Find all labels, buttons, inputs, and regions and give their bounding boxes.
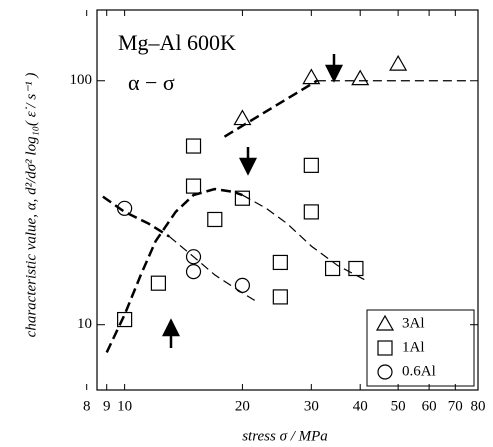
marker-square (272, 289, 288, 305)
marker-square (207, 211, 223, 228)
marker-circle (185, 264, 202, 280)
marker-square (117, 311, 133, 328)
x-tick-label: 9 (103, 398, 111, 414)
x-tick-label: 20 (235, 398, 250, 414)
fit-curve (102, 195, 170, 238)
x-tick-label: 30 (304, 398, 319, 414)
arrow-head (161, 318, 181, 337)
marker-square (185, 178, 202, 194)
marker-triangle (233, 109, 252, 126)
marker-square (303, 157, 319, 173)
marker-square (185, 138, 202, 154)
marker-circle (377, 364, 393, 380)
y-axis-label: characteristic value, α, d²/dσ² log₁₀( ε… (23, 73, 39, 338)
x-tick-label: 80 (471, 398, 486, 414)
marker-triangle (389, 54, 408, 71)
marker-triangle (351, 69, 370, 86)
marker-triangle (302, 68, 321, 85)
y-tick-label: 10 (77, 316, 92, 332)
chart-subtitle: α − σ (128, 70, 175, 95)
fit-curve (223, 79, 318, 138)
x-tick-label: 10 (117, 398, 132, 414)
plot-frame (96, 9, 479, 391)
marker-circle (185, 249, 202, 265)
marker-square (234, 190, 251, 206)
marker-triangle (375, 314, 395, 331)
marker-square (303, 204, 319, 220)
fit-curve (105, 187, 243, 353)
legend-label: 0.6Al (402, 363, 436, 379)
fit-curve (168, 236, 259, 304)
marker-square (272, 254, 288, 271)
legend-box (366, 309, 475, 387)
fit-curve (242, 194, 369, 283)
y-tick-label: 100 (70, 72, 93, 88)
marker-square (324, 260, 341, 277)
arrow-head (324, 64, 344, 83)
x-tick-label: 8 (83, 398, 91, 414)
marker-square (150, 275, 167, 291)
arrow-head (238, 157, 258, 176)
marker-square (377, 340, 393, 356)
marker-circle (117, 200, 133, 216)
arrows (161, 54, 344, 348)
legend-label: 3Al (402, 315, 425, 331)
x-tick-label: 70 (448, 398, 463, 414)
marker-circle (234, 277, 251, 293)
chart-title: Mg–Al 600K (118, 30, 236, 55)
x-tick-label: 60 (422, 398, 437, 414)
x-axis-label: stress σ / MPa (242, 428, 328, 444)
x-tick-label: 50 (391, 398, 406, 414)
marker-square (348, 260, 364, 277)
x-tick-label: 40 (353, 398, 368, 414)
legend-label: 1Al (402, 339, 425, 355)
